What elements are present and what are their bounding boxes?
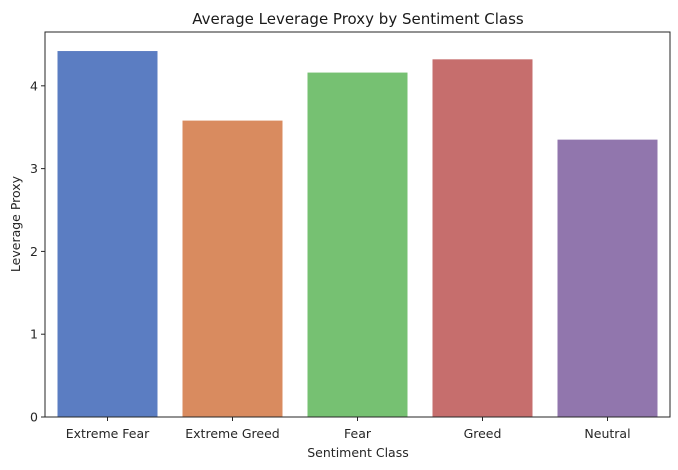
x-axis-ticks: Extreme Fear Extreme Greed Fear Greed Neutra… — [66, 417, 631, 441]
bar-extreme-fear — [57, 51, 158, 418]
x-tick-label: Fear — [344, 426, 372, 441]
x-tick-label: Extreme Greed — [185, 426, 279, 441]
x-axis-title: Sentiment Class — [307, 445, 408, 460]
bar-neutral — [557, 139, 658, 418]
bar-fear — [307, 72, 408, 418]
y-tick-label: 3 — [30, 161, 38, 176]
y-axis-title: Leverage Proxy — [8, 175, 23, 272]
x-tick-label: Extreme Fear — [66, 426, 150, 441]
y-tick-label: 2 — [30, 244, 38, 259]
bars-group — [57, 51, 658, 418]
y-tick-label: 0 — [30, 410, 38, 425]
bar-greed — [432, 59, 533, 418]
y-tick-label: 4 — [30, 78, 38, 93]
chart-title: Average Leverage Proxy by Sentiment Clas… — [192, 10, 524, 28]
y-axis-ticks: 0 1 2 3 4 — [30, 78, 45, 425]
x-tick-label: Neutral — [584, 426, 630, 441]
bar-extreme-greed — [182, 120, 283, 417]
y-tick-label: 1 — [30, 327, 38, 342]
x-tick-label: Greed — [464, 426, 502, 441]
